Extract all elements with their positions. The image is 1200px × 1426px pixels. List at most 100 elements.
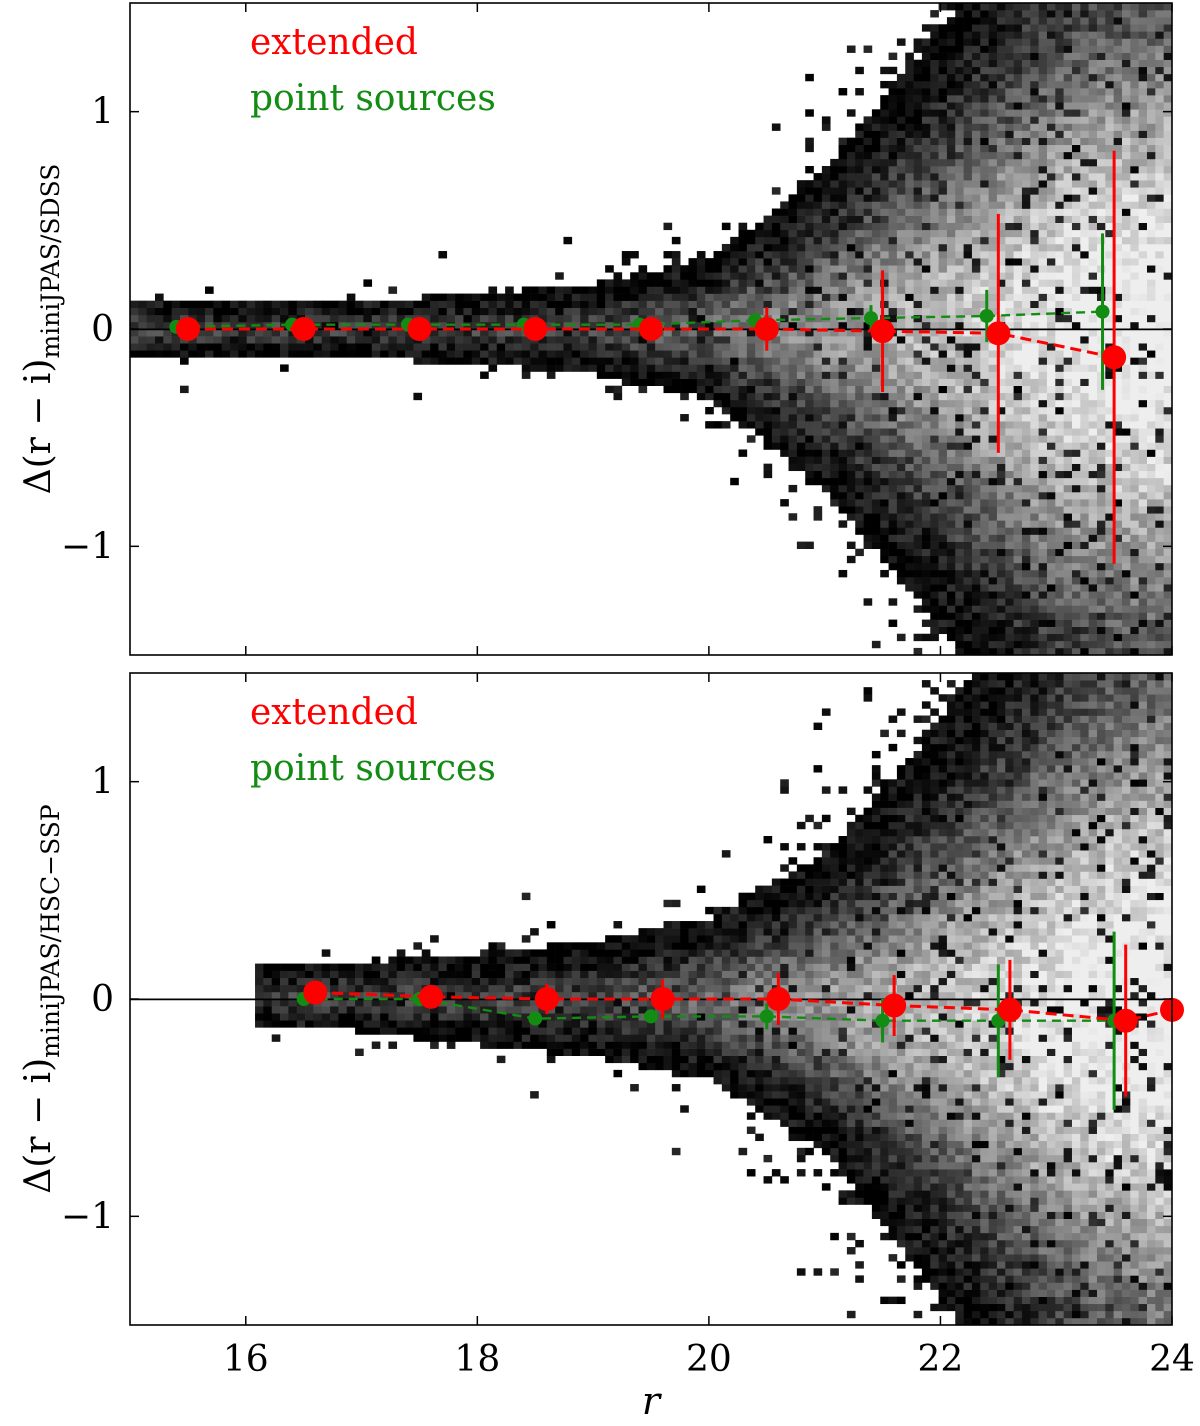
density-cell	[805, 180, 814, 188]
density-cell	[838, 421, 848, 429]
density-cell	[1038, 272, 1048, 280]
density-cell	[446, 300, 456, 309]
density-cell	[796, 371, 806, 379]
density-cell	[763, 222, 773, 231]
density-cell	[1088, 45, 1098, 53]
density-cell	[846, 272, 856, 280]
density-cell	[996, 265, 1006, 273]
density-cell	[913, 95, 923, 103]
density-cell	[313, 329, 323, 337]
density-cell	[930, 562, 939, 571]
density-cell	[963, 584, 973, 592]
density-cell	[1038, 215, 1048, 223]
density-cell	[938, 555, 948, 564]
density-cell	[455, 350, 464, 358]
density-cell	[1013, 492, 1023, 500]
density-cell	[1038, 484, 1048, 493]
density-cell	[938, 144, 948, 153]
density-cell	[630, 251, 639, 259]
density-cell	[1163, 598, 1173, 606]
density-cell	[1130, 378, 1139, 386]
density-cell	[1138, 619, 1148, 627]
density-cell	[796, 286, 806, 294]
density-cell	[1005, 619, 1014, 627]
density-cell	[921, 633, 931, 642]
density-cell	[1146, 527, 1156, 535]
density-cell	[871, 258, 881, 266]
density-cell	[296, 1013, 306, 1021]
density-cell	[771, 279, 781, 287]
density-cell	[430, 350, 439, 358]
density-cell	[955, 166, 964, 174]
density-cell	[863, 428, 873, 436]
density-cell	[1155, 640, 1164, 649]
density-cell	[846, 343, 856, 351]
density-cell	[855, 336, 864, 344]
density-cell	[146, 350, 156, 358]
density-cell	[921, 534, 931, 542]
density-cell	[1088, 548, 1098, 557]
density-cell	[838, 506, 848, 514]
density-cell	[921, 435, 931, 443]
density-cell	[1138, 130, 1148, 138]
density-cell	[1163, 513, 1173, 521]
density-cell	[1146, 584, 1156, 592]
density-cell	[1063, 52, 1073, 60]
density-cell	[1013, 151, 1023, 160]
density-cell	[1163, 24, 1173, 32]
density-cell	[971, 647, 981, 656]
density-cell	[963, 612, 973, 620]
density-cell	[880, 151, 889, 160]
density-cell	[1088, 329, 1098, 337]
density-cell	[705, 378, 714, 386]
density-cell	[888, 180, 898, 188]
density-cell	[788, 513, 798, 521]
density-cell	[221, 343, 231, 351]
density-cell	[871, 265, 881, 273]
density-cell	[846, 414, 856, 422]
density-cell	[1105, 272, 1114, 280]
density-cell	[788, 463, 798, 472]
density-cell	[913, 144, 923, 153]
density-cell	[1130, 300, 1139, 309]
density-cell	[280, 984, 289, 993]
density-cell	[971, 619, 981, 627]
density-cell	[871, 137, 881, 146]
density-cell	[1005, 300, 1014, 309]
density-cell	[646, 300, 656, 309]
density-cell	[971, 279, 981, 287]
density-cell	[1005, 470, 1014, 479]
density-cell	[780, 307, 789, 316]
density-cell	[896, 329, 906, 337]
density-cell	[305, 300, 314, 309]
density-cell	[355, 314, 364, 323]
density-cell	[521, 364, 531, 372]
density-cell	[1071, 59, 1081, 68]
density-cell	[930, 513, 939, 521]
density-cell	[505, 350, 514, 358]
density-cell	[1046, 541, 1056, 549]
density-cell	[1105, 329, 1114, 337]
density-cell	[1088, 293, 1098, 301]
density-cell	[1005, 307, 1014, 316]
density-cell	[788, 251, 798, 259]
density-cell	[988, 562, 998, 571]
density-cell	[1071, 236, 1081, 245]
density-cell	[1163, 541, 1173, 549]
density-cell	[988, 265, 998, 273]
density-cell	[988, 173, 998, 181]
density-cell	[1130, 428, 1139, 436]
density-cell	[905, 463, 914, 472]
density-cell	[738, 279, 748, 287]
density-cell	[1055, 95, 1064, 103]
density-cell	[913, 59, 923, 68]
density-cell	[1138, 59, 1148, 68]
extended-point	[175, 317, 200, 341]
density-cell	[1071, 456, 1081, 464]
density-cell	[880, 406, 889, 415]
density-cell	[821, 336, 831, 344]
density-cell	[696, 321, 706, 330]
density-cell	[563, 336, 573, 344]
density-cell	[1055, 392, 1064, 401]
density-cell	[1038, 194, 1048, 202]
